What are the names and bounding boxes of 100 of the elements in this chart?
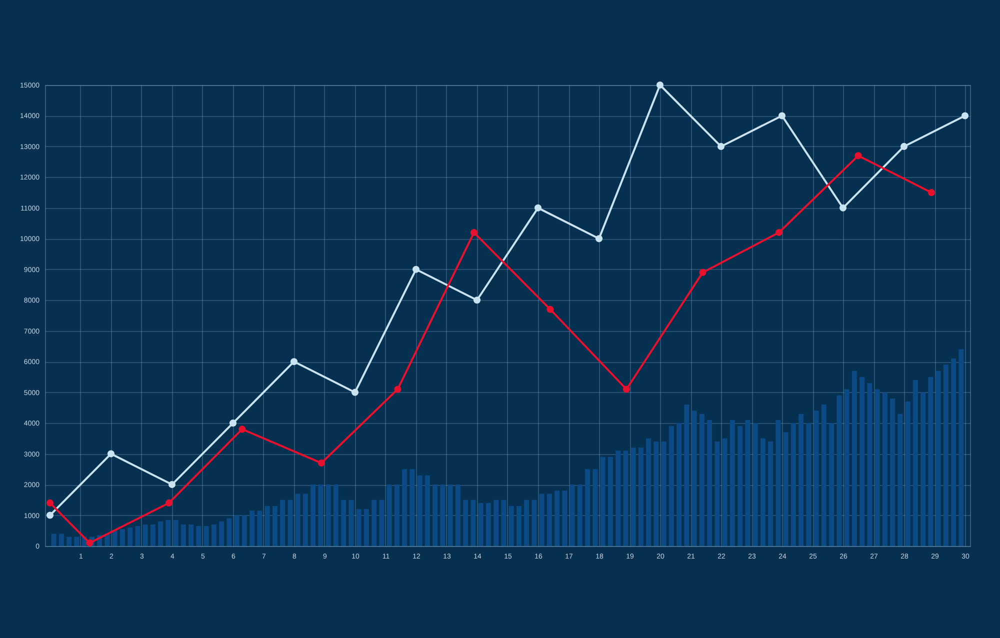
bar	[638, 448, 644, 546]
bar	[585, 469, 590, 546]
point	[699, 268, 706, 276]
point	[46, 499, 54, 506]
bar	[890, 398, 896, 546]
bar	[417, 475, 422, 546]
bar	[318, 484, 324, 546]
bar	[219, 521, 224, 546]
bar	[821, 404, 826, 546]
bar	[516, 506, 522, 546]
point	[775, 228, 782, 236]
bar	[654, 442, 659, 546]
bar	[730, 420, 735, 546]
bar	[150, 524, 156, 546]
bar	[470, 500, 476, 546]
bar	[905, 402, 910, 546]
bar	[211, 524, 216, 546]
bar	[348, 500, 354, 546]
bar	[539, 494, 544, 546]
bar	[448, 484, 453, 546]
bar	[478, 502, 484, 546]
bar	[570, 484, 575, 546]
bar	[142, 524, 148, 546]
bar	[66, 536, 72, 546]
bar	[707, 420, 712, 546]
bar	[882, 392, 888, 546]
bar	[302, 494, 308, 546]
bar	[943, 364, 948, 546]
bar	[844, 389, 850, 546]
bar	[74, 536, 80, 546]
bar	[196, 526, 202, 546]
bar	[623, 450, 628, 546]
bar	[204, 526, 209, 546]
bar	[364, 509, 369, 546]
bar	[295, 494, 300, 546]
bar	[790, 423, 796, 546]
bar	[341, 500, 346, 546]
point	[46, 512, 54, 519]
bar	[333, 484, 338, 546]
bar	[783, 432, 788, 546]
bar	[250, 510, 255, 546]
bar	[524, 500, 530, 546]
bar	[120, 529, 125, 546]
bar	[280, 500, 286, 546]
bar	[867, 383, 872, 546]
bar	[486, 502, 491, 546]
bar	[440, 484, 446, 546]
bar	[501, 500, 506, 546]
bar	[768, 442, 774, 546]
bar	[745, 420, 750, 546]
bar	[676, 423, 682, 546]
bar	[158, 521, 164, 546]
point	[394, 386, 402, 393]
point	[546, 306, 554, 313]
bar	[402, 469, 408, 546]
bar	[860, 376, 865, 546]
bar	[738, 426, 743, 546]
bar	[234, 515, 240, 546]
bar	[508, 506, 514, 546]
bar	[226, 518, 232, 546]
bar	[51, 534, 56, 546]
bar	[257, 510, 262, 546]
bar	[188, 524, 194, 546]
bar	[386, 484, 392, 546]
point	[290, 358, 298, 366]
point	[168, 481, 176, 488]
bar	[410, 469, 415, 546]
bar	[874, 389, 880, 546]
bar	[920, 392, 926, 546]
point	[656, 81, 664, 89]
bar	[494, 500, 499, 546]
bar	[616, 450, 621, 546]
bar	[546, 494, 552, 546]
point	[107, 450, 115, 458]
bar	[951, 358, 956, 546]
point	[854, 152, 862, 160]
point	[238, 426, 246, 433]
point	[351, 388, 359, 396]
bar	[310, 484, 316, 546]
bar	[135, 526, 140, 546]
bar	[776, 420, 781, 546]
bar	[562, 490, 568, 546]
point	[778, 112, 786, 120]
bar	[173, 520, 178, 546]
bar	[577, 484, 582, 546]
bar	[646, 438, 652, 546]
bar	[912, 380, 918, 546]
point	[534, 204, 542, 212]
bar	[326, 484, 331, 546]
point	[473, 296, 481, 304]
bar	[424, 475, 430, 546]
bar	[684, 404, 690, 546]
bar	[958, 349, 964, 546]
point	[928, 189, 935, 196]
point	[318, 459, 325, 467]
point	[839, 204, 847, 212]
bar	[58, 534, 64, 546]
point	[595, 235, 603, 242]
point	[86, 539, 94, 546]
bar	[630, 448, 636, 546]
